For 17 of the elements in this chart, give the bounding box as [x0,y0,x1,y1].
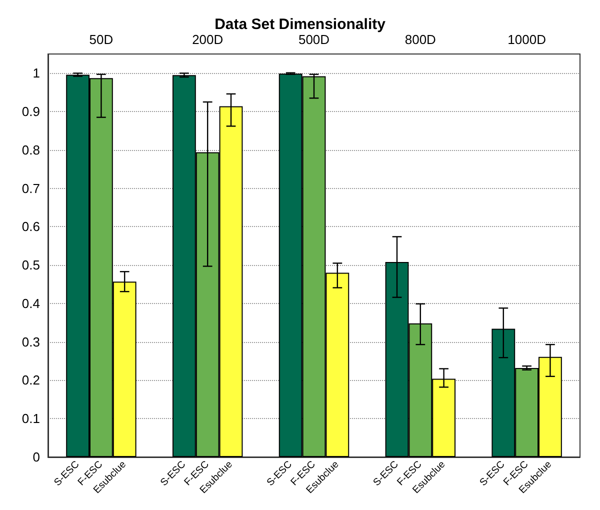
x-tick-label: 1000D [508,32,546,47]
y-tick-label: 0.5 [22,258,40,273]
x-tick-label: 500D [298,32,330,47]
y-tick-label: 0.3 [22,334,40,350]
x-tick-label: 200D [192,32,224,47]
y-tick-label: 0.4 [22,296,40,311]
chart-title: Data Set Dimensionality [214,16,386,33]
y-tick-label: 1 [32,66,40,81]
y-tick-label: 0 [32,450,40,464]
y-tick-label: 0.2 [22,372,40,388]
x-tick-label: 800D [404,32,436,47]
x-tick-label: 50D [89,32,114,47]
y-tick-label: 0.8 [22,142,40,158]
y-tick-label: 0.1 [22,411,40,426]
y-tick-label: 0.7 [22,180,40,196]
y-tick-label: 0.9 [22,104,40,120]
y-tick-label: 0.6 [22,219,40,234]
